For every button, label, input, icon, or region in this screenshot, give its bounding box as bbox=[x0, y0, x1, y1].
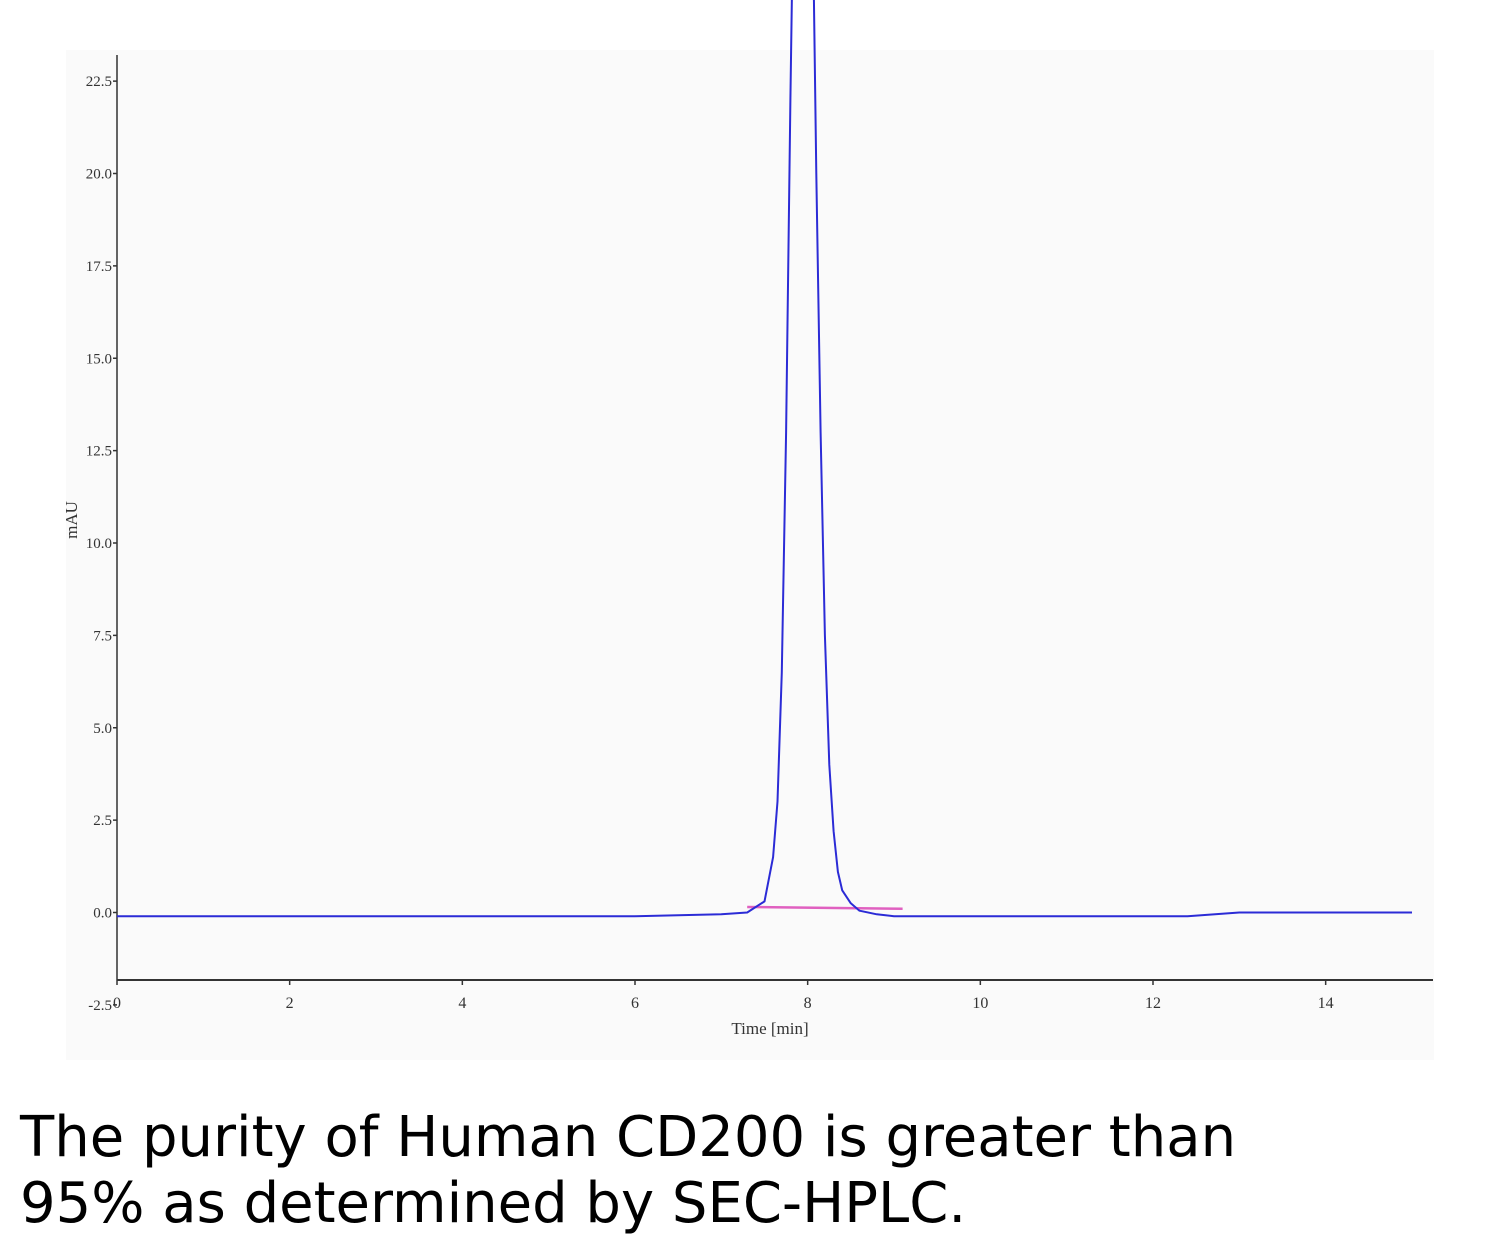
series-layer bbox=[117, 0, 1412, 918]
y-tick-label: 22.5 bbox=[86, 74, 112, 90]
x-tick-label: 6 bbox=[631, 995, 639, 1012]
y-tick-label: 0.0 bbox=[93, 906, 112, 922]
y-tick-label: 10.0 bbox=[86, 536, 112, 552]
axes bbox=[116, 55, 1433, 981]
y-tick-label: -2.5 bbox=[88, 998, 112, 1014]
x-tick-label: 2 bbox=[286, 995, 294, 1012]
y-tick-label: 15.0 bbox=[86, 351, 112, 367]
x-tick-label: 12 bbox=[1145, 995, 1161, 1012]
chromatogram-chart: -2.5 0.0 2.5 5.0 7.5 10.0 12.5 15.0 17.5 20.0 22.5… bbox=[62, 0, 1434, 1060]
y-tick-label: 2.5 bbox=[93, 813, 112, 829]
chromatogram-trace bbox=[117, 0, 1412, 918]
x-tick-label: 0 bbox=[113, 995, 121, 1012]
caption-line-2: 95% as determined by SEC-HPLC. bbox=[20, 1171, 967, 1236]
y-tick-label: 7.5 bbox=[93, 628, 112, 644]
x-tick-label: 8 bbox=[804, 995, 812, 1012]
y-axis-ticks: -2.5 0.0 2.5 5.0 7.5 10.0 12.5 15.0 17.5 20.0 22.5… bbox=[86, 74, 117, 1014]
plot-background bbox=[66, 50, 1434, 1060]
caption-line-1: The purity of Human CD200 is greater tha… bbox=[20, 1105, 1237, 1170]
x-axis-ticks: 0 2 4 6 8 10 12 14 bbox=[113, 980, 1334, 1012]
y-tick-label: 17.5 bbox=[86, 259, 112, 275]
y-axis-title: mAU bbox=[62, 501, 81, 539]
x-tick-label: 10 bbox=[972, 995, 988, 1012]
x-tick-label: 14 bbox=[1318, 995, 1334, 1012]
caption: The purity of Human CD200 is greater tha… bbox=[20, 1105, 1320, 1237]
y-tick-label: 5.0 bbox=[93, 721, 112, 737]
y-tick-label: 20.0 bbox=[86, 167, 112, 183]
y-tick-label: 12.5 bbox=[86, 444, 112, 460]
x-axis-title: Time [min] bbox=[731, 1019, 808, 1038]
x-tick-label: 4 bbox=[458, 995, 466, 1012]
integration-baseline bbox=[747, 905, 903, 911]
